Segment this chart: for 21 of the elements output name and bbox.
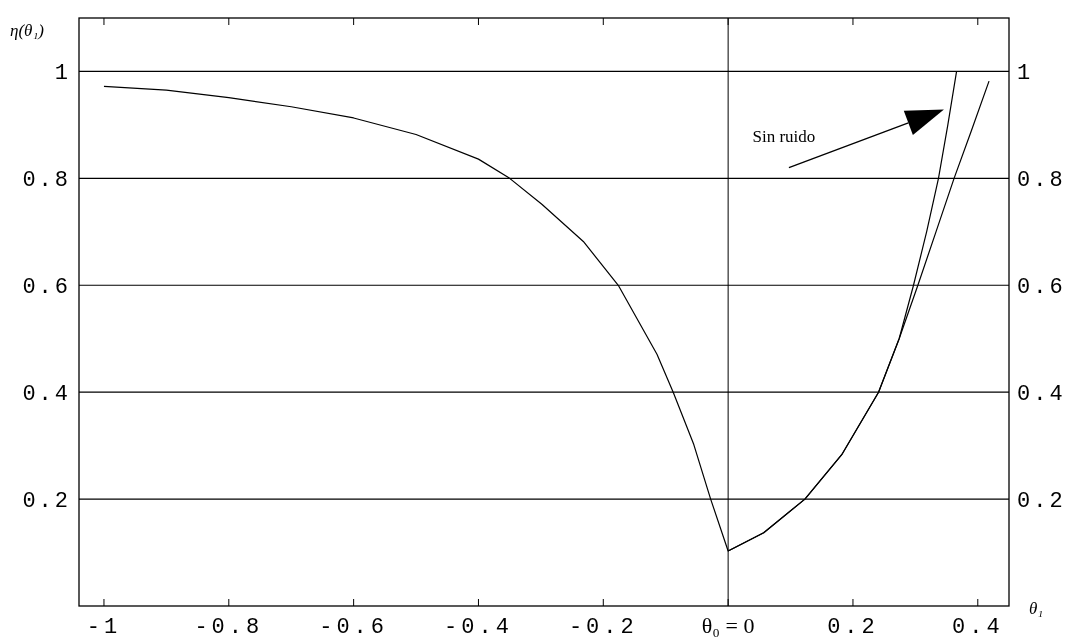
y-tick-label: 1 — [54, 61, 71, 87]
y2-tick-label: 0.8 — [1017, 168, 1066, 194]
x-tick-label: -0.4 — [444, 615, 513, 640]
x-tick-label: -0.6 — [319, 615, 389, 640]
x-tick-label: 0.2 — [827, 615, 879, 640]
y-tick-label: 0.6 — [22, 275, 71, 301]
y2-tick-label: 0.2 — [1017, 489, 1066, 515]
y-tick-label: 0.8 — [22, 168, 71, 194]
y-tick-label: 0.2 — [22, 489, 71, 515]
x-tick-label: -0.2 — [568, 615, 638, 640]
x-tick-label: θ₀ = 0 — [701, 613, 755, 638]
y-axis-title: η(θ₁) — [10, 21, 45, 40]
y2-tick-label: 1 — [1017, 61, 1034, 87]
x-tick-label: -0.8 — [194, 615, 264, 640]
x-tick-label: 0.4 — [951, 615, 1004, 640]
y2-tick-label: 0.4 — [1017, 382, 1066, 408]
annotation: Sin ruido — [752, 126, 816, 146]
y-tick-label: 0.4 — [22, 382, 71, 408]
x-tick-label: -1 — [86, 615, 122, 640]
x-axis-title: θ₁ — [1029, 599, 1044, 618]
y2-tick-label: 0.6 — [1017, 275, 1066, 301]
